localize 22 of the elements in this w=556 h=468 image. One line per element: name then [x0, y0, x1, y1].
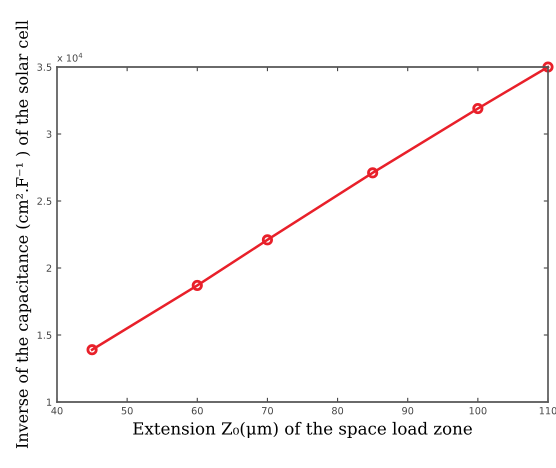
x-tick-label: 90 [402, 407, 414, 414]
x-tick-label: 60 [192, 407, 203, 414]
x-tick-label: 100 [470, 407, 486, 414]
point [262, 234, 273, 246]
point [472, 102, 484, 114]
point [542, 61, 554, 73]
point [192, 280, 203, 291]
y-tick-label: 2.5 [37, 197, 52, 205]
y-tick-label: 1.5 [38, 332, 52, 339]
x-axis-title: Extension Z₀(μm) of the space load zone [133, 422, 472, 438]
y-tick-label: 3.5 [37, 63, 52, 71]
x-tick-label: 40 [51, 407, 63, 414]
x-tick-label: 80 [332, 407, 344, 414]
y-axis-title: Inverse of the capacitance (cm².F⁻¹ ) of the solar cell [16, 20, 32, 448]
y-tick-label: 1 [47, 398, 52, 406]
x-tick-label: 70 [262, 407, 273, 414]
x-tick-label: 50 [122, 407, 133, 414]
point [86, 344, 98, 356]
y-tick-label: 2 [46, 264, 52, 272]
text: x 10$^{4}$ [57, 52, 82, 62]
point [367, 167, 378, 178]
y-tick-label: 3 [46, 130, 52, 138]
